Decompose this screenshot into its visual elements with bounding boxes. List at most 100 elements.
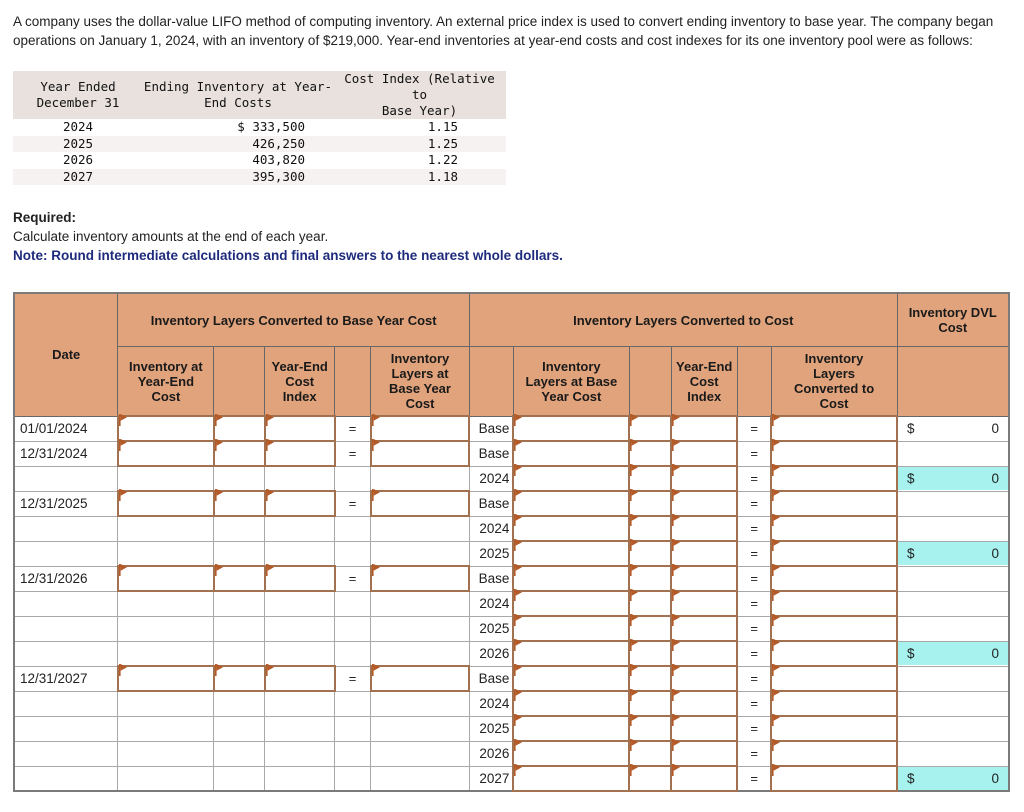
layer-label: Base — [468, 490, 514, 517]
input-layers-at-base-year-cost[interactable] — [512, 739, 631, 767]
input-layers-converted-to-cost[interactable] — [770, 664, 899, 692]
input-layers-at-base-year-cost[interactable] — [512, 464, 631, 492]
input-operator[interactable] — [628, 489, 673, 517]
input-year-end-cost-index[interactable] — [670, 739, 739, 767]
input-year-end-cost-index[interactable] — [263, 664, 336, 692]
input-layers-at-base-year-cost[interactable] — [512, 714, 631, 742]
date-cell — [13, 540, 119, 567]
input-inventory-at-year-end-cost[interactable] — [116, 564, 215, 592]
flag-icon — [514, 564, 523, 576]
input-operator[interactable] — [628, 689, 673, 717]
flag-icon — [514, 414, 523, 426]
dvl-value: 0 — [991, 421, 999, 436]
input-layers-converted-to-cost[interactable] — [770, 714, 899, 742]
input-layers-converted-to-cost[interactable] — [770, 639, 899, 667]
input-layers-converted-to-cost[interactable] — [770, 514, 899, 542]
input-operator[interactable] — [212, 414, 266, 442]
input-layers-at-base-year-cost[interactable] — [369, 439, 471, 467]
input-year-end-cost-index[interactable] — [670, 664, 739, 692]
input-inventory-at-year-end-cost[interactable] — [116, 664, 215, 692]
flag-icon — [514, 714, 523, 726]
date-cell — [13, 590, 119, 617]
input-operator[interactable] — [628, 664, 673, 692]
input-layers-converted-to-cost[interactable] — [770, 539, 899, 567]
input-year-end-cost-index[interactable] — [670, 414, 739, 442]
input-year-end-cost-index[interactable] — [670, 464, 739, 492]
input-operator[interactable] — [628, 564, 673, 592]
input-year-end-cost-index[interactable] — [670, 439, 739, 467]
empty-cell — [334, 540, 372, 567]
input-operator[interactable] — [212, 439, 266, 467]
input-layers-at-base-year-cost[interactable] — [512, 664, 631, 692]
flag-icon — [214, 564, 223, 576]
input-year-end-cost-index[interactable] — [670, 714, 739, 742]
input-layers-at-base-year-cost[interactable] — [512, 414, 631, 442]
input-operator[interactable] — [212, 664, 266, 692]
input-layers-converted-to-cost[interactable] — [770, 764, 899, 792]
input-layers-at-base-year-cost[interactable] — [512, 589, 631, 617]
input-operator[interactable] — [628, 739, 673, 767]
input-year-end-cost-index[interactable] — [263, 414, 336, 442]
input-layers-at-base-year-cost[interactable] — [369, 664, 471, 692]
input-year-end-cost-index[interactable] — [670, 514, 739, 542]
input-inventory-at-year-end-cost[interactable] — [116, 414, 215, 442]
input-layers-converted-to-cost[interactable] — [770, 564, 899, 592]
input-operator[interactable] — [628, 614, 673, 642]
input-layers-at-base-year-cost[interactable] — [512, 689, 631, 717]
flag-icon — [672, 739, 681, 751]
input-operator[interactable] — [212, 564, 266, 592]
input-year-end-cost-index[interactable] — [670, 639, 739, 667]
input-layers-at-base-year-cost[interactable] — [369, 489, 471, 517]
currency-symbol: $ — [907, 421, 915, 436]
input-inventory-at-year-end-cost[interactable] — [116, 489, 215, 517]
input-operator[interactable] — [212, 489, 266, 517]
input-year-end-cost-index[interactable] — [670, 589, 739, 617]
input-year-end-cost-index[interactable] — [670, 764, 739, 792]
input-operator[interactable] — [628, 639, 673, 667]
input-layers-converted-to-cost[interactable] — [770, 689, 899, 717]
input-layers-converted-to-cost[interactable] — [770, 464, 899, 492]
input-layers-converted-to-cost[interactable] — [770, 589, 899, 617]
input-operator[interactable] — [628, 589, 673, 617]
input-year-end-cost-index[interactable] — [670, 614, 739, 642]
input-operator[interactable] — [628, 764, 673, 792]
dvl-cost-cell — [896, 490, 1010, 517]
input-layers-converted-to-cost[interactable] — [770, 414, 899, 442]
input-year-end-cost-index[interactable] — [670, 489, 739, 517]
input-layers-converted-to-cost[interactable] — [770, 489, 899, 517]
input-layers-at-base-year-cost[interactable] — [512, 539, 631, 567]
input-layers-at-base-year-cost[interactable] — [369, 414, 471, 442]
input-layers-at-base-year-cost[interactable] — [512, 564, 631, 592]
input-inventory-at-year-end-cost[interactable] — [116, 439, 215, 467]
input-operator[interactable] — [628, 514, 673, 542]
input-layers-at-base-year-cost[interactable] — [512, 489, 631, 517]
input-layers-at-base-year-cost[interactable] — [369, 564, 471, 592]
flag-icon — [630, 714, 639, 726]
subheader-inventory-at-year-end-cost: Inventory at Year-End Cost — [117, 346, 215, 417]
input-year-end-cost-index[interactable] — [263, 489, 336, 517]
input-operator[interactable] — [628, 439, 673, 467]
input-layers-at-base-year-cost[interactable] — [512, 639, 631, 667]
input-operator[interactable] — [628, 464, 673, 492]
input-year-end-cost-index[interactable] — [263, 439, 336, 467]
input-layers-converted-to-cost[interactable] — [770, 439, 899, 467]
input-year-end-cost-index[interactable] — [263, 564, 336, 592]
flag-icon — [672, 514, 681, 526]
layer-label: Base — [468, 565, 514, 592]
flag-icon — [672, 689, 681, 701]
input-year-end-cost-index[interactable] — [670, 689, 739, 717]
input-year-end-cost-index[interactable] — [670, 564, 739, 592]
input-layers-at-base-year-cost[interactable] — [512, 614, 631, 642]
input-layers-converted-to-cost[interactable] — [770, 614, 899, 642]
flag-icon — [772, 739, 781, 751]
input-year-end-cost-index[interactable] — [670, 539, 739, 567]
worksheet-group-header-row: Date Inventory Layers Converted to Base … — [13, 292, 1010, 417]
input-layers-at-base-year-cost[interactable] — [512, 514, 631, 542]
subheader-layers-at-base-year-cost-right: Inventory Layers at Base Year Cost — [512, 346, 630, 417]
input-operator[interactable] — [628, 714, 673, 742]
input-operator[interactable] — [628, 414, 673, 442]
input-layers-at-base-year-cost[interactable] — [512, 764, 631, 792]
input-layers-at-base-year-cost[interactable] — [512, 439, 631, 467]
input-layers-converted-to-cost[interactable] — [770, 739, 899, 767]
input-operator[interactable] — [628, 539, 673, 567]
